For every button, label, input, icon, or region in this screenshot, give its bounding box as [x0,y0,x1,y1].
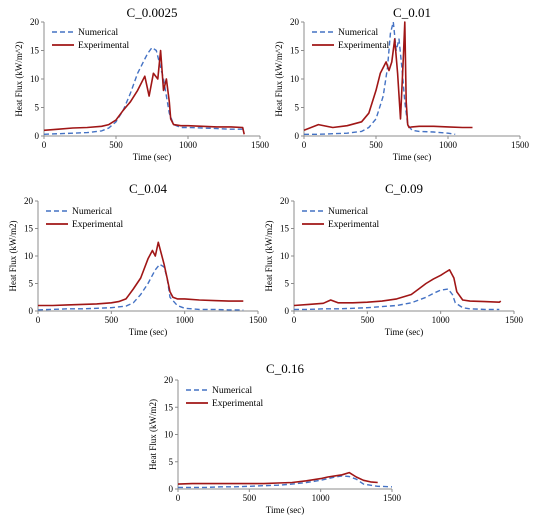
x-tick-label: 1000 [432,315,451,325]
x-tick-label: 1000 [312,493,331,503]
y-tick-label: 10 [280,251,290,261]
chart-panel: C_0.04 0 5 10 15 20 0 500 1000 1500 Time (sec) Heat… [8,181,268,337]
chart-title: C_0.04 [129,181,167,196]
x-tick-label: 500 [361,315,375,325]
x-tick-label: 1500 [251,140,270,150]
x-axis-label: Time (sec) [393,152,431,162]
y-tick-label: 20 [164,375,174,385]
y-tick-label: 0 [29,306,34,316]
y-tick-label: 20 [280,196,290,206]
y-tick-label: 20 [290,17,300,27]
x-tick-label: 1500 [383,493,402,503]
x-tick-label: 0 [292,315,297,325]
legend-label: Numerical [78,28,118,38]
chart-panel: C_0.0025 0 5 10 15 20 0 500 1000 1500 Time (sec) He… [14,5,270,162]
chart-panel: C_0.16 0 5 10 15 20 0 500 1000 1500 Time (sec) Heat… [148,361,402,515]
legend-label: Numerical [212,386,252,396]
y-tick-label: 15 [164,402,174,412]
y-tick-label: 20 [30,17,40,27]
series-experimental-line [177,471,378,485]
series-numerical-line [178,475,393,489]
series-numerical-line [37,263,244,311]
y-tick-label: 10 [24,251,34,261]
y-axis-label: Heat Flux (kW/m2) [148,399,158,470]
chart-panel: C_0.09 0 5 10 15 20 0 500 1000 1500 Time (sec) Heat… [264,181,524,337]
x-tick-label: 1500 [249,315,268,325]
y-tick-label: 5 [29,279,34,289]
chart-title: C_0.01 [393,5,431,20]
x-tick-label: 0 [36,315,41,325]
y-tick-label: 10 [30,74,40,84]
x-tick-label: 1500 [505,315,524,325]
series-numerical-line [43,46,246,135]
x-tick-label: 0 [302,140,307,150]
series-experimental-line [38,241,244,307]
x-tick-label: 0 [176,493,181,503]
series-experimental-line [303,21,473,132]
y-tick-label: 0 [285,306,290,316]
y-tick-label: 0 [169,484,174,494]
chart-title: C_0.09 [385,181,423,196]
x-tick-label: 500 [109,140,123,150]
y-tick-label: 5 [35,103,40,113]
y-tick-label: 5 [169,457,174,467]
y-axis-label: Heat Flux (kW/m^2) [14,41,24,116]
y-tick-label: 0 [35,131,40,141]
series-numerical-line [294,288,500,311]
y-tick-label: 15 [24,224,34,234]
y-tick-label: 20 [24,196,34,206]
x-tick-label: 500 [243,493,257,503]
legend-label: Experimental [78,41,130,51]
x-tick-label: 500 [369,140,383,150]
series-experimental-line [293,268,502,307]
y-tick-label: 0 [295,131,300,141]
y-axis-label: Heat Flux (kW/m^2) [274,41,284,116]
x-tick-label: 1000 [439,140,458,150]
x-tick-label: 1500 [511,140,530,150]
y-tick-label: 15 [30,46,40,56]
x-tick-label: 1000 [176,315,195,325]
x-axis-label: Time (sec) [133,152,171,162]
chart-panel: C_0.01 0 5 10 15 20 0 500 1000 1500 Time (sec) Heat… [274,5,530,162]
legend-label: Experimental [338,41,390,51]
y-tick-label: 10 [164,430,174,440]
chart-title: C_0.16 [266,361,304,376]
chart-title: C_0.0025 [127,5,178,20]
x-axis-label: Time (sec) [385,327,423,337]
y-tick-label: 15 [290,46,300,56]
x-axis-label: Time (sec) [129,327,167,337]
y-tick-label: 15 [280,224,290,234]
legend-label: Numerical [72,207,112,217]
y-tick-label: 10 [290,74,300,84]
series-numerical-line [304,21,456,136]
x-axis-label: Time (sec) [266,505,304,515]
y-axis-label: Heat Flux (kW/m2) [264,221,274,292]
x-tick-label: 1000 [179,140,198,150]
legend-label: Experimental [72,220,124,230]
y-axis-label: Heat Flux (kW/m2) [8,221,18,292]
legend-label: Numerical [328,207,368,217]
legend-label: Experimental [328,220,380,230]
x-tick-label: 500 [105,315,119,325]
x-tick-label: 0 [42,140,47,150]
legend-label: Numerical [338,28,378,38]
y-tick-label: 5 [295,103,300,113]
y-tick-label: 5 [285,279,290,289]
series-experimental-line [43,49,245,135]
legend-label: Experimental [212,399,264,409]
